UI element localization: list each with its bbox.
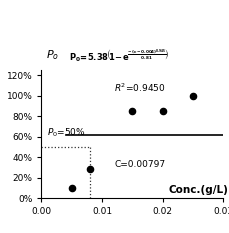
Text: C=0.00797: C=0.00797 [114, 160, 164, 169]
Text: $R^2$=0.9450: $R^2$=0.9450 [114, 81, 165, 93]
Text: Conc.(g/L): Conc.(g/L) [168, 185, 227, 195]
Point [70, 186, 73, 190]
Point [160, 109, 164, 113]
Point [130, 109, 134, 113]
Point [190, 94, 194, 97]
Text: $P_0$=50%: $P_0$=50% [47, 126, 86, 139]
Text: $\mathbf{P_0\!=\!5.38\!\left(\!1\!-\!e^{\frac{-(c-0.004)^{0.945}}{0.81}}\!\right: $\mathbf{P_0\!=\!5.38\!\left(\!1\!-\!e^{… [69, 47, 168, 64]
Text: $P_o$: $P_o$ [46, 48, 59, 62]
Point [88, 168, 91, 171]
